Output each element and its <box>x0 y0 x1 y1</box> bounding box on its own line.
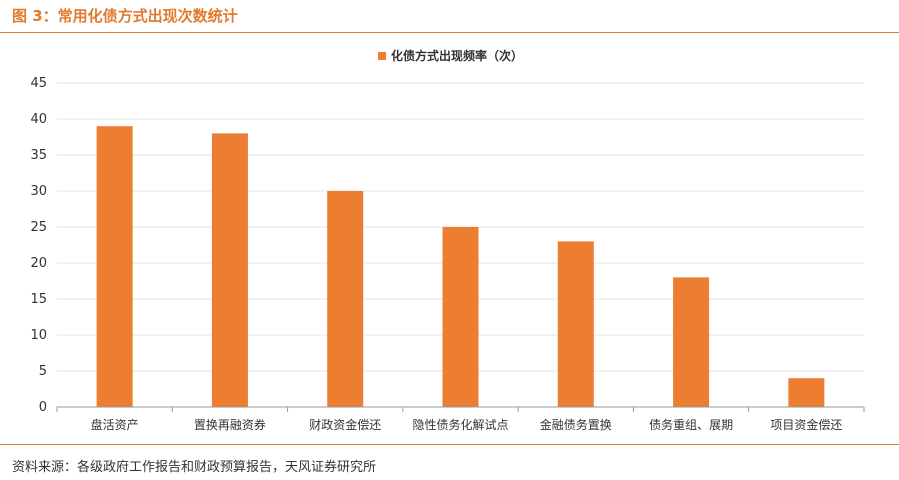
bar <box>557 241 594 407</box>
y-tick-label: 25 <box>30 220 47 235</box>
y-tick-label: 0 <box>39 400 47 415</box>
x-category-label: 项目资金偿还 <box>770 417 842 432</box>
y-tick-label: 10 <box>30 328 47 343</box>
bar <box>788 378 825 407</box>
bar <box>442 227 479 407</box>
x-category-label: 金融债务置换 <box>540 417 612 432</box>
y-tick-label: 35 <box>30 148 47 163</box>
x-category-label: 盘活资产 <box>91 417 139 432</box>
y-tick-label: 20 <box>30 256 47 271</box>
title-divider <box>0 32 899 33</box>
bar-chart: 0 5 10 15 20 25 30 35 40 45 盘活资产 置换再融资券 财政资金偿还 隐性债务化… <box>30 48 865 432</box>
bar <box>327 191 364 407</box>
bar <box>211 133 248 407</box>
x-category-label: 债务重组、展期 <box>649 417 733 432</box>
y-tick-label: 40 <box>30 112 47 127</box>
source-note: 资料来源：各级政府工作报告和财政预算报告，天风证券研究所 <box>12 460 377 475</box>
y-tick-label: 30 <box>30 184 47 199</box>
legend-swatch <box>378 52 386 60</box>
y-tick-label: 15 <box>30 292 47 307</box>
y-tick-label: 45 <box>30 76 47 91</box>
x-category-label: 隐性债务化解试点 <box>412 417 508 432</box>
bars <box>96 126 825 407</box>
figure-title: 图 3：常用化债方式出现次数统计 <box>12 7 238 25</box>
x-category-label: 财政资金偿还 <box>309 417 381 432</box>
legend-label: 化债方式出现频率（次） <box>391 48 523 63</box>
y-axis-ticks: 0 5 10 15 20 25 30 35 40 45 <box>30 76 47 415</box>
category-labels: 盘活资产 置换再融资券 财政资金偿还 隐性债务化解试点 金融债务置换 债务重组、展期 项目资… <box>91 417 843 432</box>
x-axis <box>56 406 865 412</box>
x-category-label: 置换再融资券 <box>194 417 266 432</box>
legend: 化债方式出现频率（次） <box>378 48 523 63</box>
source-divider <box>0 444 899 445</box>
bar <box>96 126 133 407</box>
bar <box>673 277 710 407</box>
y-tick-label: 5 <box>39 364 47 379</box>
